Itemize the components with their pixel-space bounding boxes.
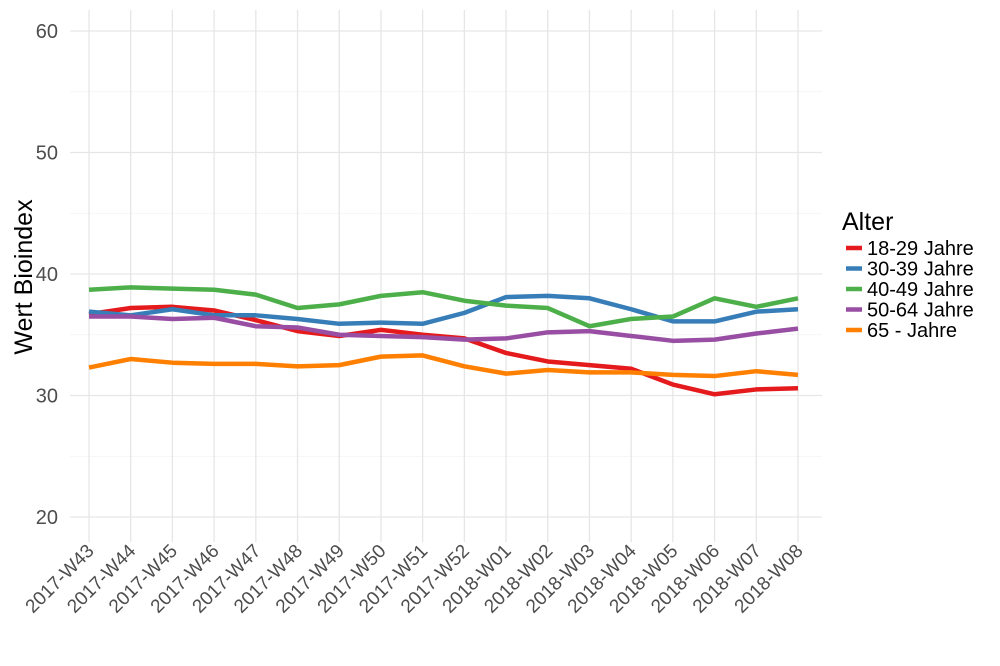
series-line-40-49-jahre [88,285,799,329]
legend-label: 18-29 Jahre [867,238,974,260]
legend-label: 40-49 Jahre [867,279,974,301]
x-tick-labels: 2017-W432017-W442017-W452017-W462017-W47… [22,540,808,617]
y-tick-label: 40 [36,264,58,286]
y-tick-label: 50 [36,143,58,165]
legend-title: Alter [842,208,893,236]
y-tick-label: 20 [36,507,58,529]
y-tick-label: 30 [36,386,58,408]
y-tick-labels: 20 30 40 50 60 [36,21,58,529]
series-line-65-jahre [88,353,799,379]
y-tick-label: 60 [36,21,58,43]
y-axis-title: Wert Bioindex [10,199,38,355]
legend-label: 65 - Jahre [867,320,957,342]
legend-label: 50-64 Jahre [867,300,974,322]
legend-label: 30-39 Jahre [867,259,974,281]
series-line-50-64-jahre [89,314,799,344]
grid-lines [70,10,822,542]
series-lines [88,285,799,397]
series-line-30-39-jahre [88,293,799,327]
